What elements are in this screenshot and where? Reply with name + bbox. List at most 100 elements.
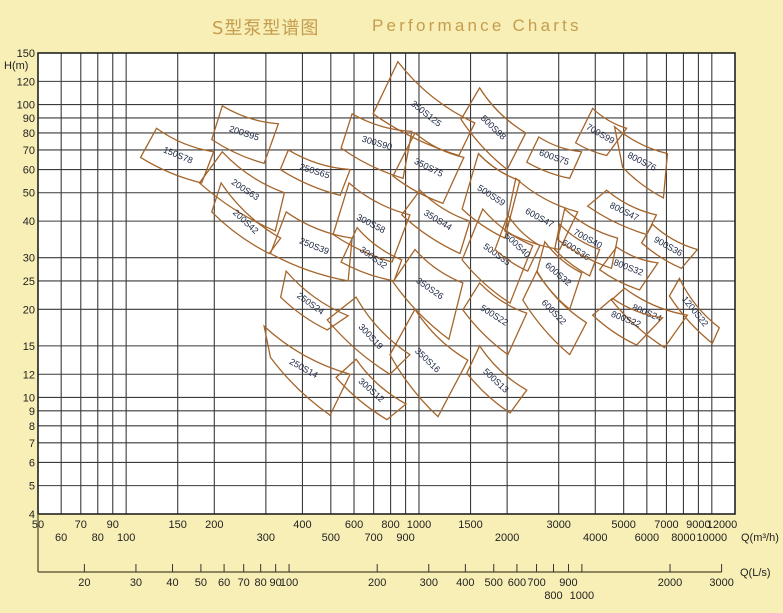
x2-tick-label: 200: [368, 577, 386, 589]
x-tick-label: 80: [92, 532, 104, 544]
x-tick-label: 900: [396, 532, 414, 544]
pump-region-350s16: [389, 308, 469, 418]
pump-region-350s26: [392, 248, 464, 341]
x-tick-label: 6000: [635, 532, 659, 544]
pump-region-800s32: [598, 246, 659, 291]
x2-tick-label: 700: [527, 577, 545, 589]
plot-frame: [37, 52, 736, 515]
x2-tick-label: 800: [544, 590, 562, 602]
pump-region-250s39: [269, 210, 353, 282]
x2-tick-label: 3000: [709, 577, 733, 589]
pump-region-500s40: [494, 213, 541, 272]
x-tick-label: 100: [117, 532, 135, 544]
y-tick-label: 60: [23, 165, 35, 177]
y-tick-label: 6: [29, 457, 35, 469]
y-tick-label: 50: [23, 188, 35, 200]
pump-region-600s75: [525, 136, 583, 180]
x-tick-label: 300: [257, 532, 275, 544]
x-tick-label: 9000: [686, 519, 710, 531]
pump-region-250s24: [279, 269, 350, 331]
y-tick-label: 20: [23, 304, 35, 316]
y-tick-label: 30: [23, 253, 35, 265]
pump-region-500s98: [460, 86, 527, 171]
pump-region-500s59: [461, 152, 521, 240]
y-tick-label: 25: [23, 276, 35, 288]
pump-region-200s42: [210, 181, 282, 255]
pump-region-700s99: [574, 107, 628, 157]
pump-region-300s19: [326, 296, 411, 376]
y-tick-label: 40: [23, 216, 35, 228]
y-tick-label: 90: [23, 113, 35, 125]
x2-tick-label: 90: [270, 577, 282, 589]
pump-region-250s14: [263, 324, 352, 417]
y-tick-label: 4: [29, 509, 35, 521]
x-tick-label: 200: [205, 519, 223, 531]
chart-title-chinese: S型泵型谱图: [212, 18, 320, 39]
y-tick-label: 10: [23, 392, 35, 404]
x2-axis-label: Q(L/s): [740, 567, 771, 579]
x-tick-label: 150: [169, 519, 187, 531]
x-tick-label: 2000: [495, 532, 519, 544]
pump-region-600s36: [553, 223, 601, 277]
pump-region-300s58: [332, 181, 411, 263]
pump-region-200s95: [210, 104, 280, 165]
pump-region-500s35: [461, 207, 534, 305]
x-tick-label: 1500: [458, 519, 482, 531]
chart-title-english: Performance Charts: [372, 16, 582, 35]
y-tick-label: 9: [29, 406, 35, 418]
pump-region-900s36: [640, 223, 699, 270]
x-tick-label: 700: [364, 532, 382, 544]
x-tick-label: 12000: [707, 519, 738, 531]
y-tick-label: 100: [17, 100, 35, 112]
y-tick-label: 70: [23, 145, 35, 157]
pump-region-1200s22: [668, 276, 721, 345]
y-tick-label: 15: [23, 341, 35, 353]
x-tick-label: 70: [75, 519, 87, 531]
pump-region-250s65: [279, 148, 352, 197]
x-tick-label: 90: [107, 519, 119, 531]
x2-tick-label: 900: [559, 577, 577, 589]
x2-tick-label: 500: [485, 577, 503, 589]
x-tick-label: 1000: [407, 519, 431, 531]
pump-region-700s40: [556, 207, 619, 270]
x2-tick-label: 400: [456, 577, 474, 589]
y-tick-label: 150: [17, 48, 35, 60]
x-tick-label: 500: [322, 532, 340, 544]
x-tick-label: 5000: [611, 519, 635, 531]
pump-region-200s63: [198, 150, 286, 232]
x2-tick-label: 300: [420, 577, 438, 589]
x2-tick-label: 40: [166, 577, 178, 589]
x2-tick-label: 20: [78, 577, 90, 589]
y-axis-label: H(m): [4, 60, 28, 72]
x-tick-label: 10000: [697, 532, 728, 544]
x2-tick-label: 80: [255, 577, 267, 589]
y-tick-label: 8: [29, 421, 35, 433]
x-tick-label: 4000: [583, 532, 607, 544]
pump-region-150s78: [139, 127, 215, 184]
x-tick-label: 800: [381, 519, 399, 531]
x2-tick-label: 70: [238, 577, 250, 589]
y-tick-label: 12: [23, 369, 35, 381]
y-tick-label: 7: [29, 438, 35, 450]
pump-region-300s90: [340, 112, 413, 180]
y-tick-label: 5: [29, 481, 35, 493]
x-tick-label: 60: [55, 532, 67, 544]
x2-tick-label: 100: [280, 577, 298, 589]
x2-tick-label: 1000: [570, 590, 594, 602]
x-tick-label: 8000: [671, 532, 695, 544]
y-tick-label: 120: [17, 76, 35, 88]
x2-tick-label: 30: [130, 577, 142, 589]
pump-region-800s22: [591, 297, 664, 346]
x-tick-label: 400: [293, 519, 311, 531]
pump-region-600s22: [522, 269, 588, 356]
pump-region-500s13: [466, 344, 528, 414]
x-axis-label: Q(m³/h): [741, 532, 779, 544]
x2-tick-label: 50: [195, 577, 207, 589]
pump-region-350s44: [400, 189, 471, 255]
x-tick-label: 7000: [654, 519, 678, 531]
x-tick-label: 3000: [546, 519, 570, 531]
pump-region-350s125: [372, 60, 476, 157]
pump-region-600s47: [504, 177, 579, 251]
pump-region-350s75: [392, 131, 465, 205]
